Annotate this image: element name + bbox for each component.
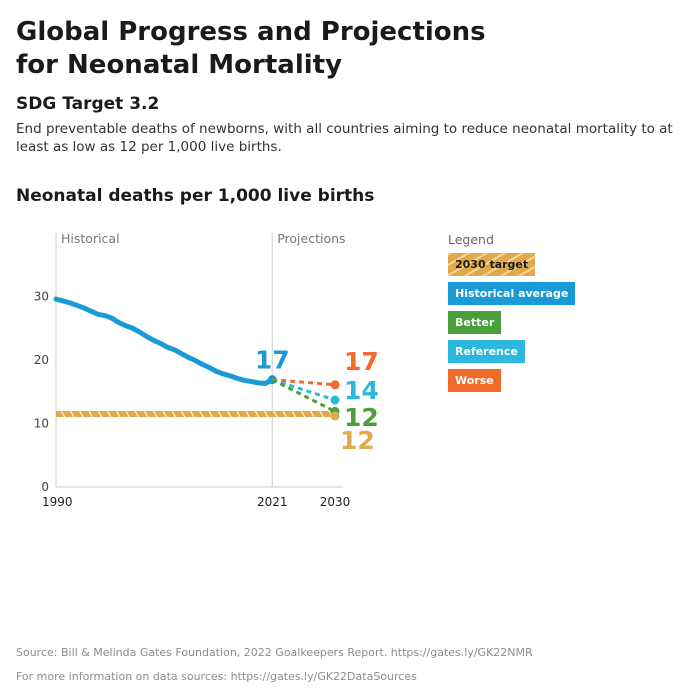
better-end-label: 12: [344, 403, 379, 432]
y-tick-label-20: 20: [34, 353, 49, 367]
legend: Legend 2030 target Historical average Bett…: [448, 232, 576, 398]
region-label-projections: Projections: [277, 231, 345, 246]
legend-item-better: Better: [448, 311, 502, 334]
target-band: [56, 410, 335, 417]
worse-projection-line: [272, 378, 336, 387]
legend-item-worse: Worse: [448, 369, 501, 392]
historical-end-label: 17: [255, 346, 290, 375]
legend-item-target: 2030 target: [448, 253, 536, 276]
more-info-note: For more information on data sources: ht…: [16, 670, 417, 683]
reference-end-label: 14: [344, 376, 379, 405]
legend-item-reference: Reference: [448, 340, 525, 363]
legend-item-historical: Historical average: [448, 282, 576, 305]
reference-projection-line: [271, 378, 336, 402]
reference-end-point: [330, 395, 340, 405]
historical-line: [53, 296, 275, 386]
y-tick-label-10: 10: [34, 417, 49, 431]
target-description: End preventable deaths of newborns, with…: [16, 121, 673, 155]
y-tick-label-0: 0: [41, 480, 49, 494]
page-title: Global Progress and Projections for Neon…: [16, 17, 486, 80]
sdg-target-subtitle: SDG Target 3.2: [16, 94, 160, 114]
chart-title: Neonatal deaths per 1,000 live births: [16, 186, 375, 206]
x-tick-label-2021: 2021: [257, 495, 288, 509]
x-tick-label-1990: 1990: [42, 495, 73, 509]
worse-end-point: [330, 380, 340, 390]
y-tick-label-30: 30: [34, 290, 49, 304]
region-label-historical: Historical: [61, 231, 120, 246]
source-note: Source: Bill & Melinda Gates Foundation,…: [16, 646, 533, 659]
target-end-point: [330, 411, 340, 421]
x-tick-label-2030: 2030: [320, 495, 351, 509]
worse-end-label: 17: [344, 347, 379, 376]
legend-title: Legend: [448, 232, 494, 247]
target-end-label: 12: [340, 426, 375, 455]
better-projection-line: [271, 378, 336, 413]
